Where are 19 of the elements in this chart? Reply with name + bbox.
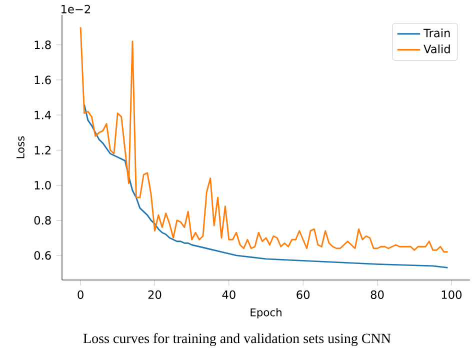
y-tick-label: 0.6 xyxy=(34,251,51,260)
y-tick-label: 1.0 xyxy=(34,180,51,190)
y-tick-label: 1.2 xyxy=(34,146,50,154)
y-tick-label: 1.8 xyxy=(34,40,51,50)
x-tick-label: 40 xyxy=(222,290,236,299)
y-tick-label: 1.4 xyxy=(34,110,51,120)
legend-label: Train xyxy=(423,28,450,38)
x-tick-label: 60 xyxy=(296,290,310,299)
y-tick-label: 0.8 xyxy=(34,216,51,225)
y-tick-label: 1.6 xyxy=(34,76,51,84)
x-axis-title: Epoch xyxy=(250,308,282,318)
text: 1e−2 xyxy=(62,4,90,14)
text: Loss curves for training and validation sets using CNN xyxy=(83,333,391,346)
x-tick-label: 20 xyxy=(148,290,162,299)
x-tick-label: 0 xyxy=(78,290,84,299)
x-tick-label: 80 xyxy=(370,290,384,299)
y-axis-title: Loss xyxy=(16,136,24,158)
x-tick-label: 100 xyxy=(442,290,462,299)
legend-label: Valid xyxy=(424,44,450,54)
